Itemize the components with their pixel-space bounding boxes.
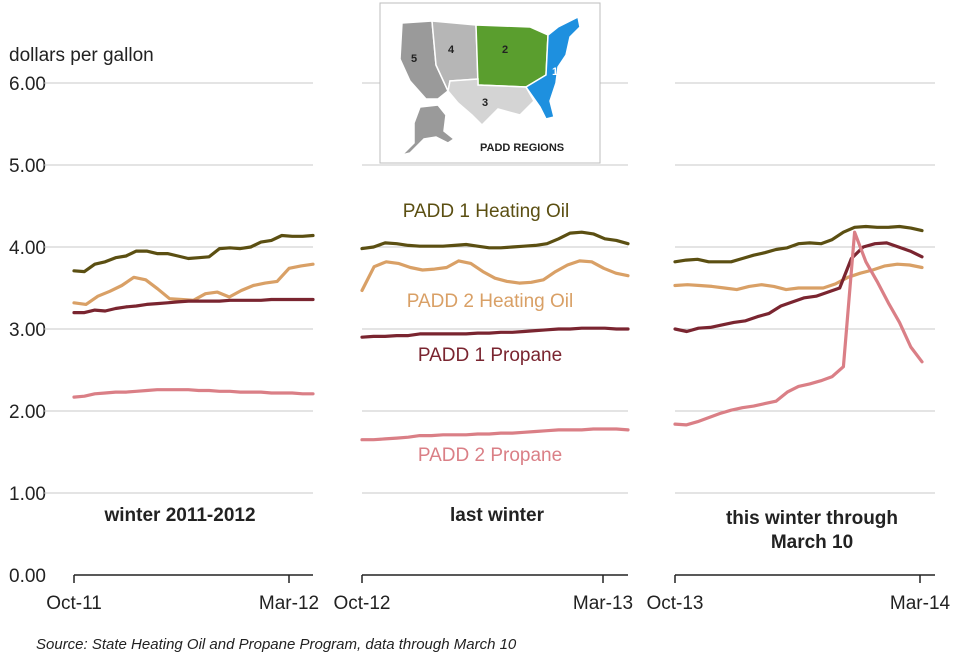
map-label-5: 5 <box>411 53 417 65</box>
series-line-p2ho <box>673 262 924 292</box>
y-tick-label: 5.00 <box>9 156 46 177</box>
y-tick-label: 3.00 <box>9 320 46 341</box>
x-tick-label: Mar-14 <box>890 593 951 614</box>
map-label-3: 3 <box>482 97 488 109</box>
y-tick-label: 2.00 <box>9 402 46 423</box>
x-tick-label: Mar-12 <box>259 593 319 614</box>
y-tick-labels: 6.00 5.00 4.00 3.00 2.00 1.00 0.00 <box>9 74 46 587</box>
series-line-p1pr <box>673 241 924 334</box>
padd-3-region <box>447 78 535 127</box>
map-label-4: 4 <box>448 44 455 56</box>
series-label-p2ho: PADD 2 Heating Oil <box>407 291 574 312</box>
x-tick-label: Oct-13 <box>646 593 703 614</box>
panel-title: this winter through March 10 <box>726 508 898 553</box>
series-line-p1ho <box>72 233 315 274</box>
panel-1: Oct-11 Mar-12 winter 2011-2012 <box>46 233 319 614</box>
x-tick-label: Oct-11 <box>46 593 102 614</box>
y-tick-label: 4.00 <box>9 238 46 259</box>
y-tick-label: 6.00 <box>9 74 46 95</box>
map-label-2: 2 <box>502 44 508 56</box>
panel-3: Oct-13 Mar-14 this winter through March 10 <box>646 224 951 614</box>
series-line-p2pr <box>72 388 315 399</box>
series-label-p1pr: PADD 1 Propane <box>418 345 562 366</box>
panel-2: Oct-12 Mar-13 last winter <box>333 230 633 614</box>
panel-title: last winter <box>450 505 545 526</box>
series-line-p2ho <box>360 259 630 293</box>
map-title: PADD REGIONS <box>480 142 564 154</box>
series-line-p2pr <box>673 230 924 427</box>
y-tick-label: 1.00 <box>9 484 46 505</box>
map-label-1: 1 <box>552 66 558 78</box>
x-tick-label: Oct-12 <box>333 593 390 614</box>
series-line-p1pr <box>72 297 315 315</box>
y-tick-label: 0.00 <box>9 566 46 587</box>
series-label-p1ho: PADD 1 Heating Oil <box>403 201 570 222</box>
y-axis-label: dollars per gallon <box>9 45 154 66</box>
series-line-p1pr <box>360 326 630 339</box>
series-line-p2pr <box>360 427 630 442</box>
source-note: Source: State Heating Oil and Propane Pr… <box>36 636 517 653</box>
alaska-region <box>399 104 456 157</box>
panel-title: winter 2011-2012 <box>103 505 255 526</box>
padd-1-region <box>524 15 581 120</box>
series-label-p2pr: PADD 2 Propane <box>418 445 562 466</box>
series-line-p1ho <box>673 224 924 264</box>
padd-regions-map: 5 4 2 1 3 PADD REGIONS <box>379 2 601 164</box>
x-tick-label: Mar-13 <box>573 593 633 614</box>
chart-panels: Oct-11 Mar-12 winter 2011-2012 Oct-12 Mar-13… <box>46 201 950 614</box>
series-line-p1ho <box>360 230 630 251</box>
padd-2-region <box>475 24 549 88</box>
